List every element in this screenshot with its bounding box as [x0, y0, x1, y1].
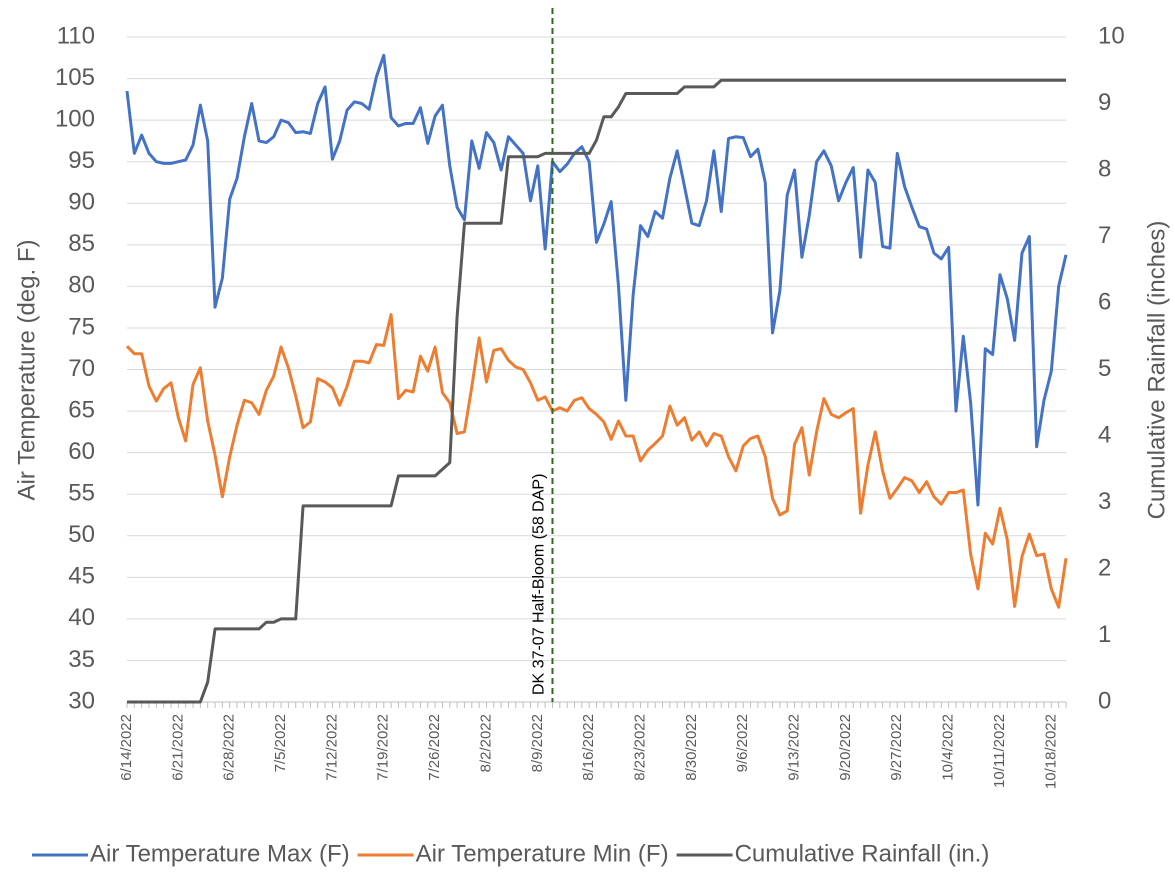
y-tick-label: 45 [68, 563, 95, 590]
y-tick-label: 65 [68, 396, 95, 423]
y2-tick-label: 0 [1098, 687, 1111, 714]
series-line [125, 313, 1068, 609]
x-tick-label: 8/30/2022 [683, 714, 700, 781]
series-line [125, 53, 1068, 507]
series-line [127, 78, 1066, 704]
y-tick-label: 90 [68, 189, 95, 216]
y-tick-label: 55 [68, 480, 95, 507]
x-tick-label: 10/18/2022 [1042, 714, 1059, 789]
x-tick-label: 9/6/2022 [734, 714, 751, 772]
x-tick-label: 6/21/2022 [169, 714, 186, 781]
x-tick-label: 7/5/2022 [272, 714, 289, 772]
y2-tick-label: 2 [1098, 554, 1111, 581]
y-tick-label: 85 [68, 230, 95, 257]
y2-axis-title: Cumulative Rainfall (inches) [1143, 221, 1170, 520]
y-tick-label: 95 [68, 147, 95, 174]
x-tick-label: 7/26/2022 [426, 714, 443, 781]
y2-tick-label: 9 [1098, 89, 1111, 116]
y2-tick-label: 10 [1098, 22, 1125, 49]
x-tick-label: 9/27/2022 [888, 714, 905, 781]
legend-label: Air Temperature Max (F) [90, 840, 350, 867]
x-tick-label: 7/12/2022 [323, 714, 340, 781]
x-tick-label: 7/19/2022 [375, 714, 392, 781]
y-tick-label: 35 [68, 646, 95, 673]
legend-label: Cumulative Rainfall (in.) [735, 840, 990, 867]
x-tick-label: 8/16/2022 [580, 714, 597, 781]
x-tick-label: 10/4/2022 [940, 714, 957, 781]
y2-tick-label: 4 [1098, 421, 1111, 448]
y-tick-label: 40 [68, 604, 95, 631]
y-tick-label: 30 [68, 687, 95, 714]
y-tick-label: 50 [68, 521, 95, 548]
y2-tick-label: 3 [1098, 488, 1111, 515]
y-tick-label: 80 [68, 272, 95, 299]
y-tick-label: 70 [68, 355, 95, 382]
y-tick-label: 75 [68, 313, 95, 340]
legend-label: Air Temperature Min (F) [416, 840, 669, 867]
annotation-label: DK 37-07 Half-Bloom (58 DAP) [531, 474, 548, 695]
y-axis-title: Air Temperature (deg. F) [13, 240, 40, 501]
x-tick-label: 6/14/2022 [118, 714, 135, 781]
y-tick-label: 110 [57, 22, 95, 49]
y2-tick-label: 1 [1098, 621, 1111, 648]
x-tick-label: 9/13/2022 [786, 714, 803, 781]
y2-tick-label: 7 [1098, 222, 1111, 249]
y-tick-label: 105 [55, 64, 95, 91]
x-tick-label: 8/23/2022 [631, 714, 648, 781]
x-tick-label: 8/2/2022 [477, 714, 494, 772]
x-tick-label: 9/20/2022 [837, 714, 854, 781]
x-tick-label: 8/9/2022 [529, 714, 546, 772]
y2-tick-label: 5 [1098, 355, 1111, 382]
y2-tick-label: 8 [1098, 155, 1111, 182]
y-tick-label: 60 [68, 438, 95, 465]
x-tick-label: 6/28/2022 [221, 714, 238, 781]
x-tick-label: 10/11/2022 [991, 714, 1008, 788]
y-tick-label: 100 [55, 105, 95, 132]
y2-tick-label: 6 [1098, 288, 1111, 315]
